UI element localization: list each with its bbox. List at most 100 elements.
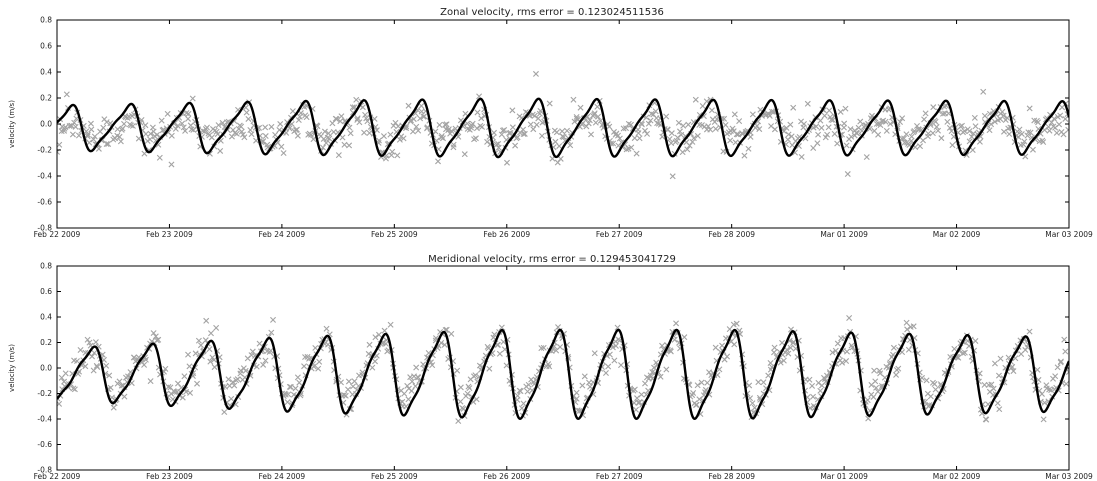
zonal-observed-point [87, 120, 94, 127]
zonal-observed-point [507, 129, 514, 136]
meridional-observed-point [142, 356, 149, 363]
meridional-observed-point [698, 379, 705, 386]
zonal-observed-point [185, 110, 192, 117]
zonal-observed-point [415, 127, 422, 134]
zonal-observed-point [373, 127, 380, 134]
meridional-observed-point [873, 384, 880, 391]
meridional-observed-point [302, 354, 309, 361]
zonal-observed-point [844, 171, 851, 178]
meridional-observed-point [171, 389, 178, 395]
zonal-observed-point [448, 128, 455, 135]
meridional-observed-point [1046, 386, 1053, 393]
zonal-observed-point [595, 113, 602, 120]
meridional-observed-point [207, 330, 214, 337]
zonal-observed-point [533, 121, 540, 128]
meridional-observed-point [249, 348, 256, 355]
zonal-observed-point [863, 154, 870, 161]
meridional-observed-point [760, 379, 767, 386]
zonal-observed-point [1060, 131, 1067, 138]
zonal-observed-point [903, 131, 910, 138]
zonal-observed-point [564, 127, 571, 134]
meridional-observed-point [647, 372, 654, 379]
meridional-observed-point [951, 345, 958, 352]
meridional-observed-point [141, 361, 148, 368]
zonal-observed-point [636, 135, 643, 142]
zonal-observed-point [182, 127, 189, 134]
meridional-observed-point [225, 376, 232, 383]
meridional-x-tick-label: Feb 22 2009 [34, 472, 81, 481]
meridional-observed-point [372, 358, 379, 365]
zonal-observed-point [272, 131, 279, 138]
zonal-observed-point [326, 135, 333, 142]
meridional-observed-point [103, 362, 110, 369]
meridional-observed-point [369, 364, 376, 371]
meridional-observed-point [253, 363, 260, 370]
meridional-observed-point [877, 370, 884, 377]
meridional-observed-point [673, 320, 680, 327]
zonal-observed-point [654, 120, 661, 127]
meridional-observed-point [961, 349, 968, 356]
zonal-observed-point [185, 115, 192, 122]
zonal-observed-point [472, 135, 479, 142]
meridional-observed-point [155, 336, 162, 343]
meridional-observed-point [454, 367, 461, 374]
zonal-observed-point [745, 145, 752, 152]
meridional-observed-point [719, 342, 726, 349]
zonal-observed-point [84, 133, 91, 140]
zonal-observed-point [262, 133, 269, 140]
meridional-observed-point [1063, 380, 1069, 387]
zonal-observed-point [243, 109, 250, 116]
zonal-observed-point [103, 119, 110, 126]
zonal-observed-point [116, 133, 123, 140]
zonal-observed-point [1056, 121, 1063, 128]
zonal-observed-point [821, 112, 828, 119]
zonal-observed-point [790, 104, 797, 111]
meridional-observed-point [121, 393, 128, 400]
meridional-observed-point [633, 406, 639, 413]
zonal-observed-point [293, 126, 300, 133]
meridional-observed-point [301, 363, 308, 370]
zonal-model-line [57, 97, 1069, 159]
zonal-observed-point [788, 133, 795, 140]
zonal-observed-point [248, 131, 255, 138]
meridional-observed-point [82, 363, 89, 370]
zonal-observed-point [501, 127, 508, 133]
zonal-x-tick-label: Mar 01 2009 [820, 230, 868, 239]
meridional-observed-point [579, 382, 586, 389]
zonal-observed-point [438, 134, 445, 141]
zonal-observed-point [362, 111, 369, 118]
zonal-observed-point [514, 134, 521, 141]
zonal-observed-point [684, 146, 691, 153]
zonal-observed-point [976, 138, 983, 145]
zonal-observed-point [1016, 126, 1023, 133]
zonal-observed-point [147, 130, 154, 137]
meridional-observed-point [517, 388, 524, 395]
zonal-observed-point [843, 142, 850, 149]
zonal-observed-point [685, 121, 692, 128]
meridional-observed-point [923, 377, 930, 384]
meridional-observed-point [316, 358, 323, 365]
meridional-observed-point [91, 349, 98, 356]
zonal-observed-point [1026, 105, 1033, 112]
zonal-observed-point [1065, 126, 1069, 133]
meridional-y-tick-label: -0.4 [37, 415, 52, 424]
meridional-observed-point [92, 339, 99, 346]
zonal-observed-point [971, 114, 978, 121]
meridional-observed-point [990, 385, 997, 392]
zonal-observed-point [570, 96, 577, 103]
meridional-observed-point [409, 378, 416, 385]
zonal-observed-point [268, 123, 275, 130]
meridional-x-tick-label: Mar 02 2009 [933, 472, 981, 481]
zonal-observed-point [969, 147, 976, 154]
zonal-observed-point [946, 124, 953, 131]
zonal-observed-point [920, 137, 927, 144]
zonal-observed-point [439, 135, 446, 142]
meridional-observed-point [221, 409, 228, 416]
meridional-observed-point [420, 361, 427, 368]
zonal-observed-point [635, 130, 642, 137]
zonal-observed-point [705, 123, 712, 130]
zonal-observed-point [128, 122, 134, 129]
zonal-observed-point [276, 126, 283, 133]
zonal-observed-point [509, 107, 516, 114]
zonal-observed-point [818, 124, 825, 131]
